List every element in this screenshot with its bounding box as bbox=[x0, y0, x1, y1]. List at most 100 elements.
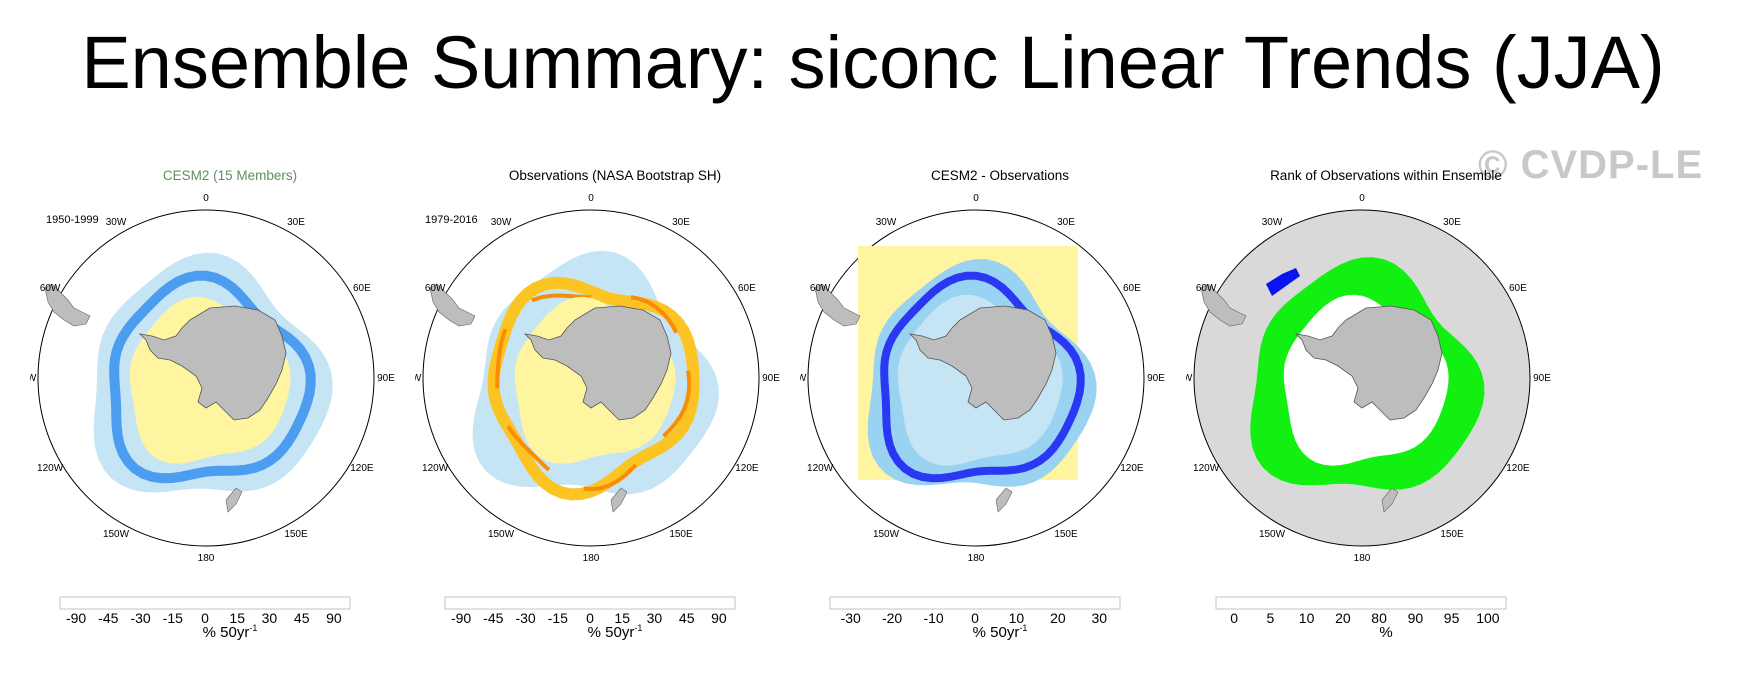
longitude-label: 30E bbox=[287, 217, 305, 228]
longitude-label: 120W bbox=[37, 463, 64, 474]
map-content bbox=[422, 209, 760, 547]
longitude-label: 90E bbox=[1147, 373, 1165, 384]
longitude-label: 0 bbox=[203, 193, 209, 204]
new-zealand-landmass bbox=[225, 487, 243, 513]
panel-rank: Rank of Observations within Ensemble 0 30… bbox=[1186, 160, 1586, 665]
longitude-label: 30E bbox=[1443, 217, 1461, 228]
panel-observations: Observations (NASA Bootstrap SH) 1979-20… bbox=[415, 160, 815, 665]
longitude-label: 150W bbox=[488, 529, 515, 540]
colorbar-tick-label: 5 bbox=[1267, 610, 1275, 626]
longitude-label: 180 bbox=[583, 553, 600, 564]
longitude-label: 150E bbox=[669, 529, 693, 540]
colorbar-tick-label: 90 bbox=[1408, 610, 1424, 626]
longitude-label: 150W bbox=[103, 529, 130, 540]
longitude-label: 120W bbox=[1193, 463, 1220, 474]
antarctica-landmass bbox=[523, 305, 672, 421]
colorbar-tick-label: 45 bbox=[679, 610, 695, 626]
colorbar-tick-label: 45 bbox=[294, 610, 310, 626]
longitude-label: 0 bbox=[973, 193, 979, 204]
colorbar-frame bbox=[59, 596, 351, 610]
longitude-label: 30E bbox=[1057, 217, 1075, 228]
longitude-label: 30W bbox=[106, 217, 127, 228]
colorbar-tick-label: 90 bbox=[711, 610, 727, 626]
longitude-label: 150E bbox=[284, 529, 308, 540]
longitude-label: 180 bbox=[198, 553, 215, 564]
longitude-label: 150W bbox=[873, 529, 900, 540]
colorbar-tick-label: -90 bbox=[451, 610, 471, 626]
longitude-label: 60E bbox=[1123, 283, 1141, 294]
colorbar-tick-label: 30 bbox=[647, 610, 663, 626]
panel-title: CESM2 (15 Members) bbox=[162, 168, 298, 183]
polar-map: 0 30E 60E 90E 120E 150E 180 150W 120W 90W 60W 30W bbox=[800, 193, 1165, 564]
longitude-label: 30W bbox=[491, 217, 512, 228]
south-america-landmass bbox=[429, 283, 476, 327]
trend-band-positive bbox=[487, 276, 700, 501]
colorbar-tick-label: 100 bbox=[1476, 610, 1500, 626]
south-america-landmass bbox=[44, 283, 91, 327]
longitude-label: 120E bbox=[350, 463, 374, 474]
longitude-label: 60E bbox=[738, 283, 756, 294]
longitude-label: 90W bbox=[30, 373, 37, 384]
new-zealand-landmass bbox=[995, 487, 1013, 513]
panel-title: CESM2 - Observations bbox=[930, 168, 1070, 183]
antarctica-landmass bbox=[908, 305, 1057, 421]
colorbar: 0 5 10 20 80 90 95 100 bbox=[1215, 596, 1507, 626]
colorbar-tick-label: -30 bbox=[515, 610, 535, 626]
new-zealand-landmass bbox=[1381, 487, 1399, 513]
longitude-label: 90W bbox=[1186, 373, 1193, 384]
longitude-label: 60E bbox=[1509, 283, 1527, 294]
longitude-label: 0 bbox=[588, 193, 594, 204]
map-content bbox=[1193, 209, 1531, 547]
trend-band-negative bbox=[109, 270, 316, 484]
colorbar-frame bbox=[1215, 596, 1507, 610]
colorbar: -90 -45 -30 -15 0 15 30 45 90 bbox=[444, 596, 736, 626]
south-america-landmass bbox=[814, 283, 861, 327]
longitude-label: 30E bbox=[672, 217, 690, 228]
colorbar-frame bbox=[829, 596, 1121, 610]
colorbar-tick-label: 0 bbox=[586, 610, 594, 626]
colorbar: -30 -20 -10 0 10 20 30 bbox=[829, 596, 1121, 626]
colorbar-tick-label: 20 bbox=[1050, 610, 1066, 626]
colorbar-tick-label: -30 bbox=[130, 610, 150, 626]
colorbar-frame bbox=[444, 596, 736, 610]
watermark: © CVDP-LE bbox=[1478, 143, 1704, 187]
colorbar-tick-label: 30 bbox=[262, 610, 278, 626]
longitude-label: 90W bbox=[415, 373, 422, 384]
longitude-label: 150W bbox=[1259, 529, 1286, 540]
longitude-label: 120E bbox=[1506, 463, 1530, 474]
difference-band bbox=[880, 271, 1085, 483]
longitude-label: 120E bbox=[1120, 463, 1144, 474]
longitude-label: 90W bbox=[800, 373, 807, 384]
longitude-label: 150E bbox=[1054, 529, 1078, 540]
colorbar-tick-label: -10 bbox=[923, 610, 943, 626]
longitude-label: 30W bbox=[876, 217, 897, 228]
colorbar-tick-label: 0 bbox=[971, 610, 979, 626]
colorbar-tick-label: -20 bbox=[882, 610, 902, 626]
trend-band-strong bbox=[495, 293, 692, 492]
colorbar-tick-label: 0 bbox=[201, 610, 209, 626]
longitude-label: 60W bbox=[1196, 283, 1217, 294]
colorbar-tick-label: 15 bbox=[614, 610, 630, 626]
colorbar-tick-label: 10 bbox=[1009, 610, 1025, 626]
longitude-label: 60W bbox=[810, 283, 831, 294]
colorbar-tick-label: 80 bbox=[1371, 610, 1387, 626]
colorbar-tick-label: -45 bbox=[98, 610, 118, 626]
colorbar-tick-label: -45 bbox=[483, 610, 503, 626]
colorbar-units: % 50yr-1 bbox=[587, 623, 643, 641]
date-range: 1979-2016 bbox=[425, 214, 478, 226]
longitude-label: 120E bbox=[735, 463, 759, 474]
antarctica-landmass bbox=[138, 305, 287, 421]
longitude-label: 150E bbox=[1440, 529, 1464, 540]
panel-title: Rank of Observations within Ensemble bbox=[1270, 168, 1502, 183]
colorbar-tick-label: 90 bbox=[326, 610, 342, 626]
colorbar-tick-label: -15 bbox=[163, 610, 183, 626]
longitude-label: 90E bbox=[1533, 373, 1551, 384]
colorbar-tick-label: 10 bbox=[1299, 610, 1315, 626]
longitude-label: 90E bbox=[377, 373, 395, 384]
longitude-label: 180 bbox=[968, 553, 985, 564]
longitude-label: 60W bbox=[425, 283, 446, 294]
polar-map: 0 30E 60E 90E 120E 150E 180 150W 120W 90W 60W 30W bbox=[30, 193, 395, 564]
map-content bbox=[807, 209, 1145, 547]
longitude-label: 0 bbox=[1359, 193, 1365, 204]
polar-map: 0 30E 60E 90E 120E 150E 180 150W 120W 90W 60W 30W bbox=[1186, 193, 1551, 564]
